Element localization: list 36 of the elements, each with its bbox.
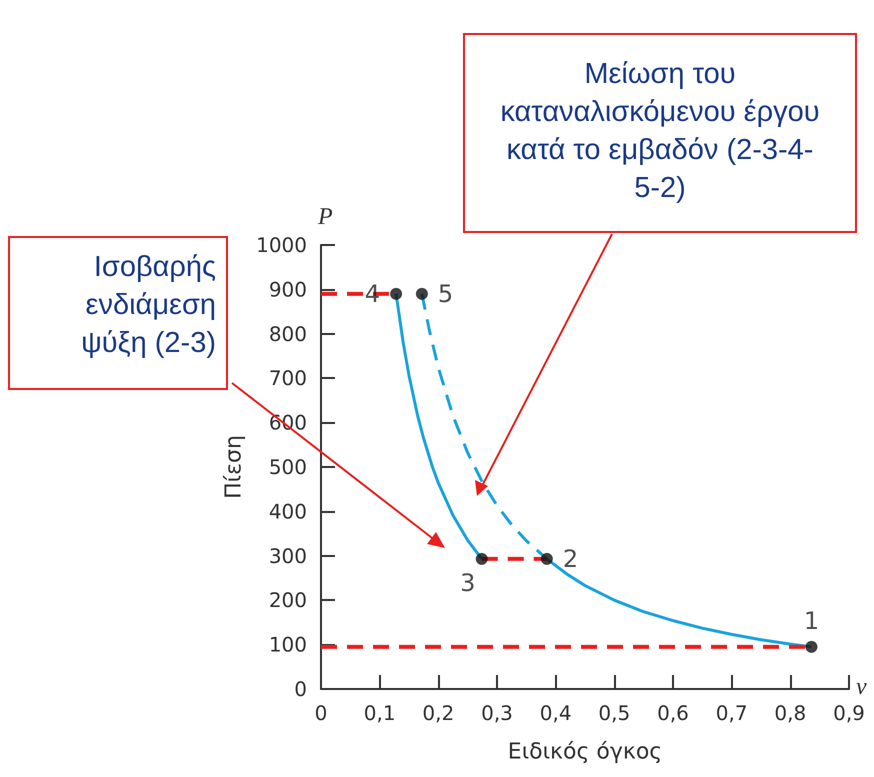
point (416, 288, 428, 300)
annotation: 4 (364, 280, 380, 308)
x-tick-label: 0,1 (364, 701, 396, 725)
annotation: 5 (438, 280, 454, 308)
point (540, 552, 553, 565)
x-tick-label: 0,4 (540, 701, 572, 725)
x-tick-label: 0,9 (833, 701, 865, 725)
text: v (856, 674, 867, 701)
y-tick-label: 900 (268, 277, 307, 302)
text: Μείωση του καταναλισκόμενου έργου κατά το εμβαδόν (2-3-4-5-2) (463, 33, 857, 233)
point (390, 288, 402, 300)
text: P (318, 204, 333, 231)
y-tick-label: 700 (268, 366, 307, 390)
y-tick-label: 100 (268, 632, 307, 657)
x-tick-label: 0,5 (598, 701, 630, 725)
y-tick-label: 400 (268, 499, 307, 524)
y-tick-label: 1000 (256, 233, 307, 257)
point (805, 640, 818, 653)
annotation: 2 (562, 544, 578, 573)
annotation: 1 (804, 606, 820, 635)
x-tick-label: 0,8 (774, 701, 806, 725)
y-tick-label: 300 (268, 544, 307, 568)
x-axis-title: Ειδικός όγκος (508, 740, 662, 764)
y-tick-label: 0 (294, 677, 307, 701)
annotation: 3 (460, 568, 476, 597)
x-tick-label: 0 (314, 701, 328, 725)
y-tick-label: 200 (268, 588, 307, 612)
x-tick-label: 0,3 (481, 701, 513, 725)
text: Ισοβαρής ενδιάμεση ψύξη (2-3) (8, 236, 228, 390)
x-tick-label: 0,6 (657, 701, 689, 725)
y-tick-label: 800 (268, 322, 307, 346)
point (476, 552, 488, 565)
y-axis-title: Πίεση (222, 435, 247, 499)
x-tick-label: 0,7 (716, 701, 748, 725)
y-tick-label: 500 (268, 455, 307, 479)
x-tick-label: 0,2 (422, 701, 454, 725)
